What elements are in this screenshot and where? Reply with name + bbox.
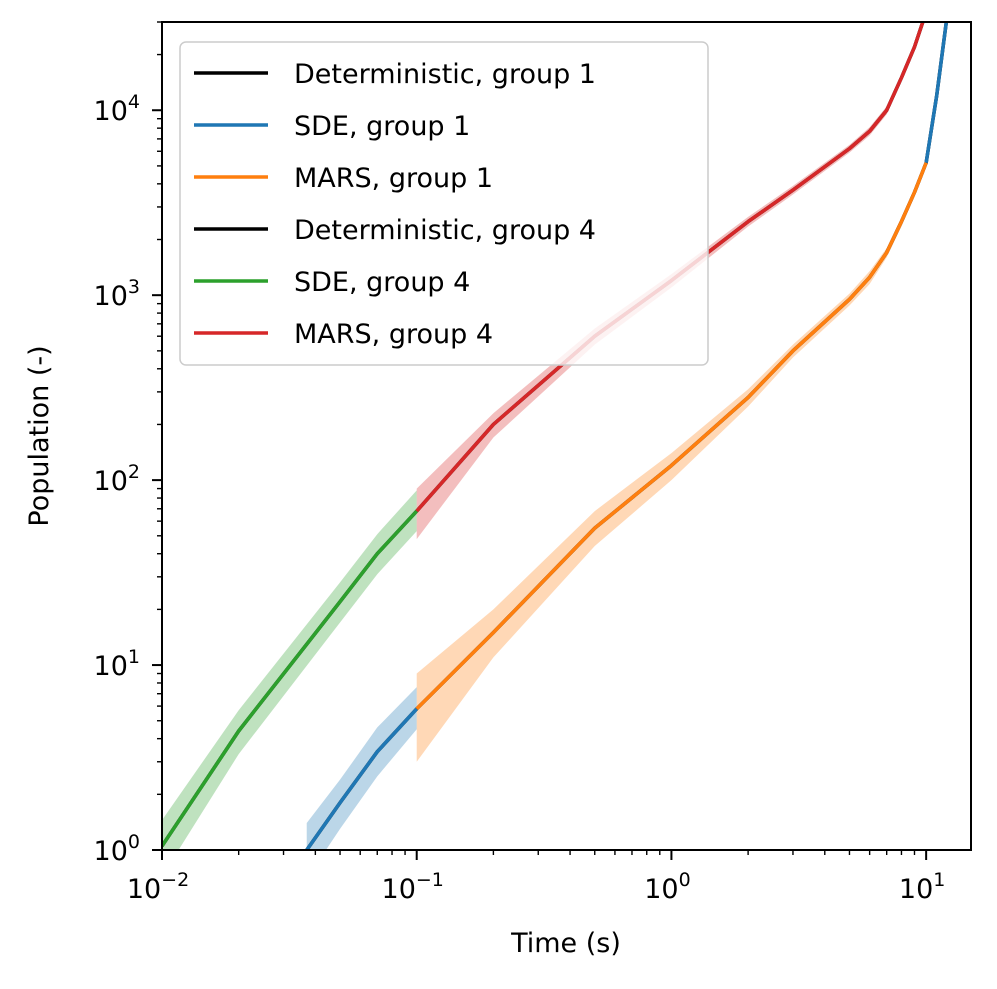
line-sde-group-1: [305, 707, 419, 850]
band-mars-group-1: [416, 159, 927, 762]
legend-label-sde-group-1: SDE, group 1: [294, 111, 470, 142]
legend: Deterministic, group 1 SDE, group 1 MARS, …: [179, 41, 709, 366]
x-tick-label: 101: [899, 869, 945, 905]
x-tick-label: 100: [644, 869, 690, 905]
legend-label-deterministic-group-4: Deterministic, group 4: [294, 215, 596, 246]
plot-frame: [161, 21, 972, 851]
legend-label-sde-group-4: SDE, group 4: [294, 267, 470, 298]
y-tick-label: 101: [94, 646, 140, 682]
y-tick-labels: 100 101 102 103 104: [94, 91, 140, 867]
major-ticks: [152, 109, 928, 860]
y-tick-label: 103: [94, 276, 140, 312]
legend-label-mars-group-4: MARS, group 4: [294, 319, 493, 350]
legend-label-mars-group-1: MARS, group 1: [294, 163, 493, 194]
x-axis-label: Time (s): [510, 928, 621, 959]
x-tick-labels: 10−2 10−1 100 101: [127, 869, 946, 905]
y-tick-label: 104: [94, 91, 140, 127]
band-sde-group-4: [162, 490, 417, 850]
line-sde-group-1-tail: [924, 22, 949, 164]
line-sde-group-4: [162, 509, 419, 848]
legend-label-deterministic-group-1: Deterministic, group 1: [294, 59, 596, 90]
x-tick-label: 10−1: [382, 869, 444, 905]
y-axis-label: Population (-): [24, 345, 55, 526]
legend-box: [179, 41, 709, 366]
y-tick-label: 102: [94, 461, 140, 497]
y-tick-label: 100: [94, 831, 140, 867]
line-mars-group-1: [415, 162, 928, 711]
x-tick-label: 10−2: [127, 869, 189, 905]
